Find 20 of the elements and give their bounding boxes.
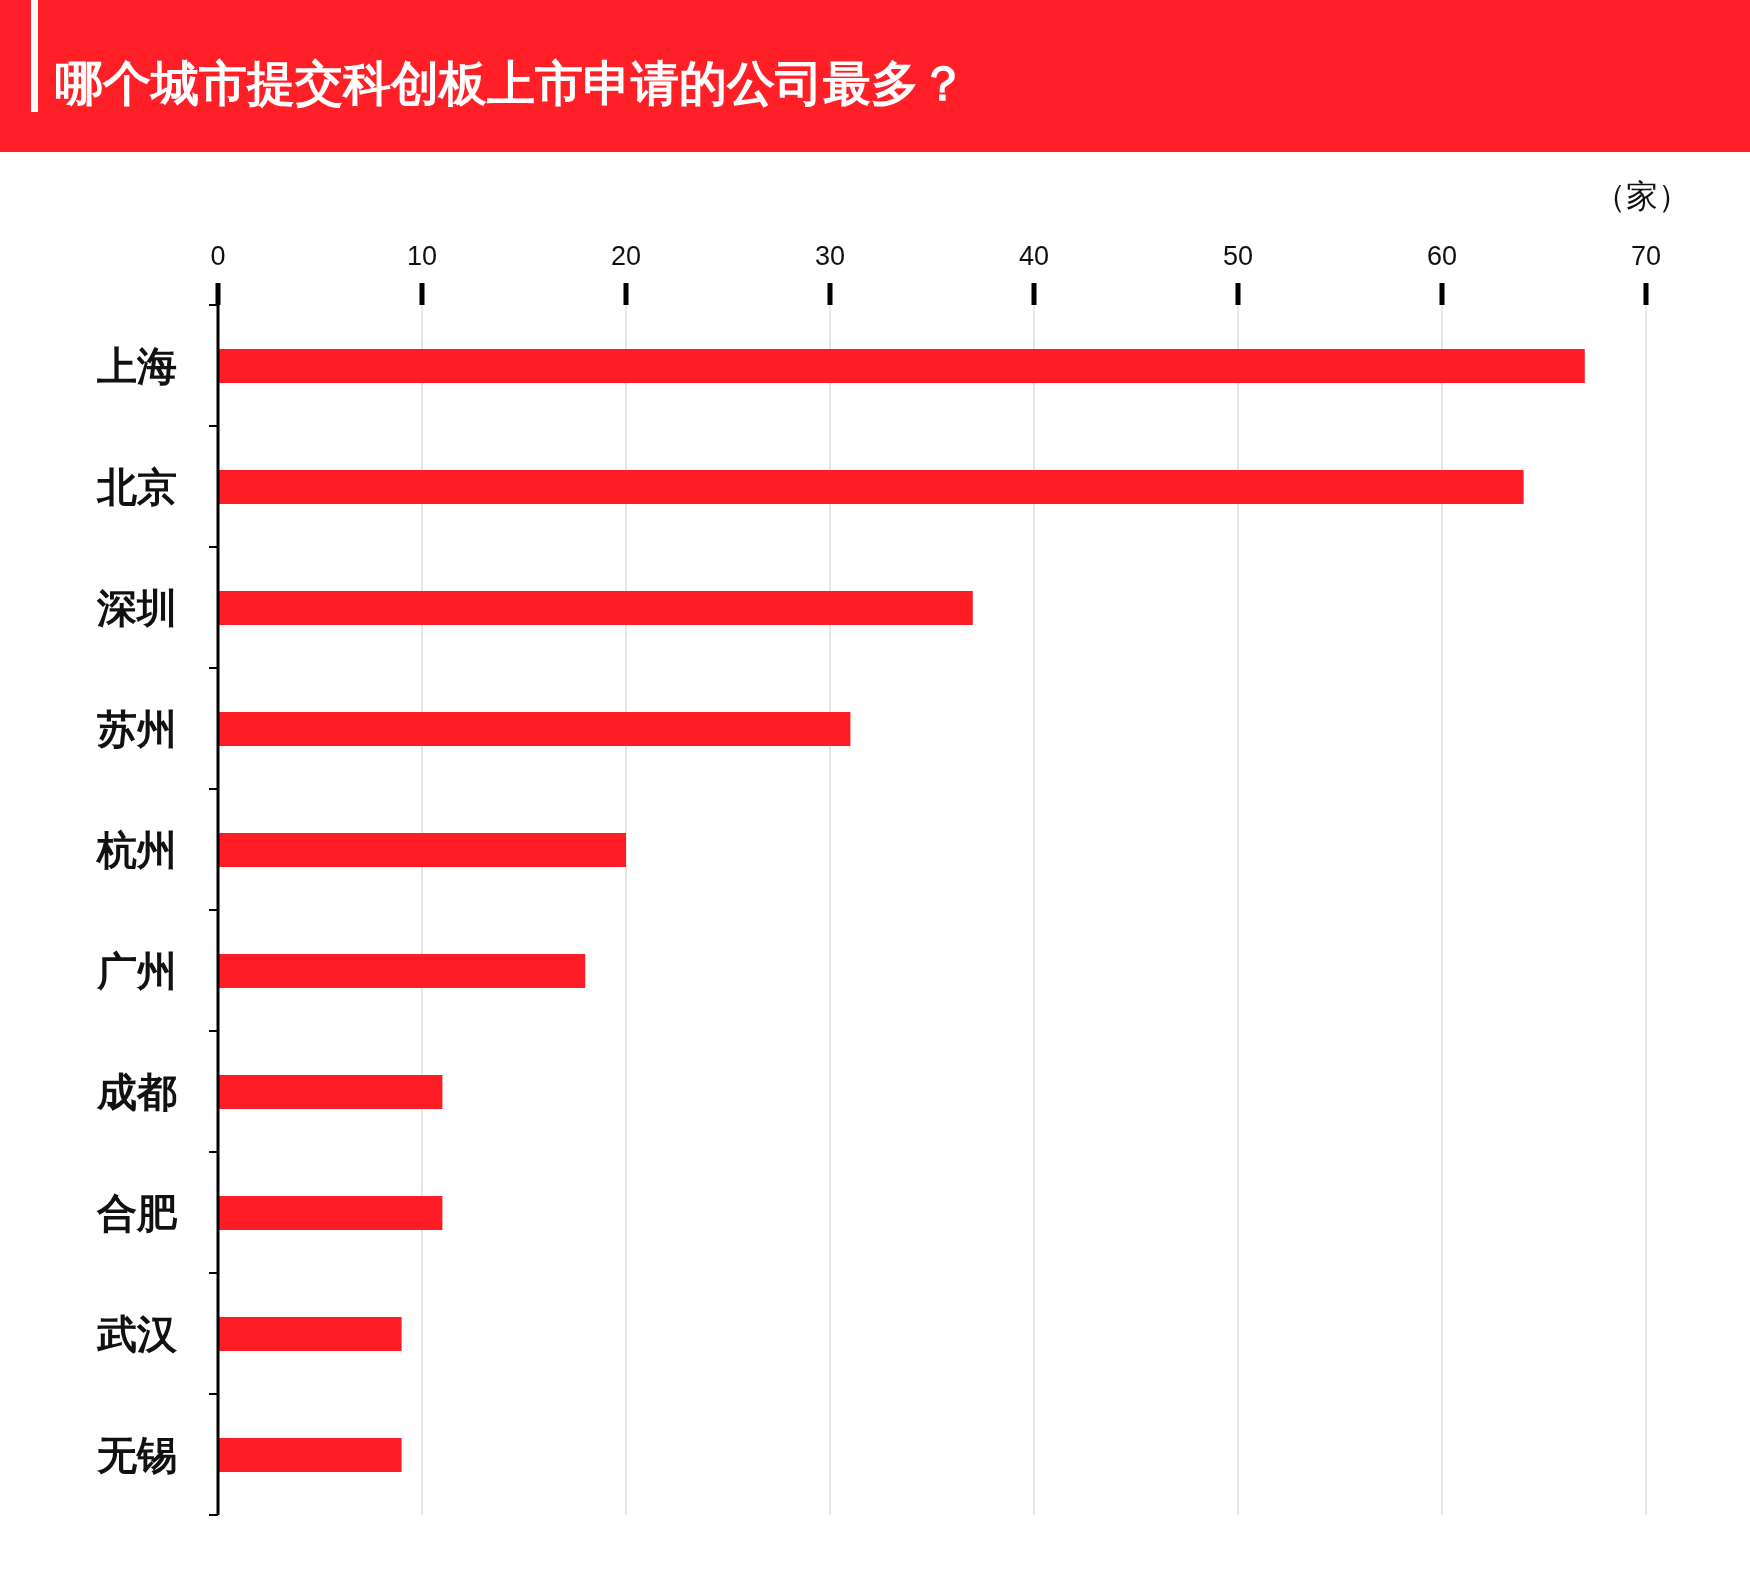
y-tick-label: 成都 [96, 1069, 177, 1114]
x-tick-label: 20 [610, 241, 642, 271]
y-tick-label: 苏州 [96, 706, 177, 751]
chart-title: 哪个城市提交科创板上市申请的公司最多？ [55, 56, 967, 112]
y-tick-label: 武汉 [96, 1311, 178, 1356]
x-tick-label: 30 [814, 241, 846, 271]
x-tick-label: 0 [210, 241, 226, 271]
x-tick-label: 70 [1630, 241, 1662, 271]
x-tick-label: 40 [1018, 241, 1050, 271]
y-tick-label: 广州 [96, 948, 177, 993]
y-tick-label: 深圳 [96, 585, 177, 630]
y-tick-label: 无锡 [96, 1432, 177, 1477]
x-tick-label: 50 [1222, 241, 1254, 271]
x-axis-title: （家） [1593, 177, 1690, 216]
x-tick-label: 60 [1426, 241, 1458, 271]
y-tick-label: 杭州 [95, 827, 177, 872]
x-tick-label: 10 [406, 241, 438, 271]
y-tick-label: 北京 [96, 464, 177, 509]
y-tick-label: 上海 [97, 343, 177, 388]
y-tick-label: 合肥 [96, 1190, 178, 1235]
